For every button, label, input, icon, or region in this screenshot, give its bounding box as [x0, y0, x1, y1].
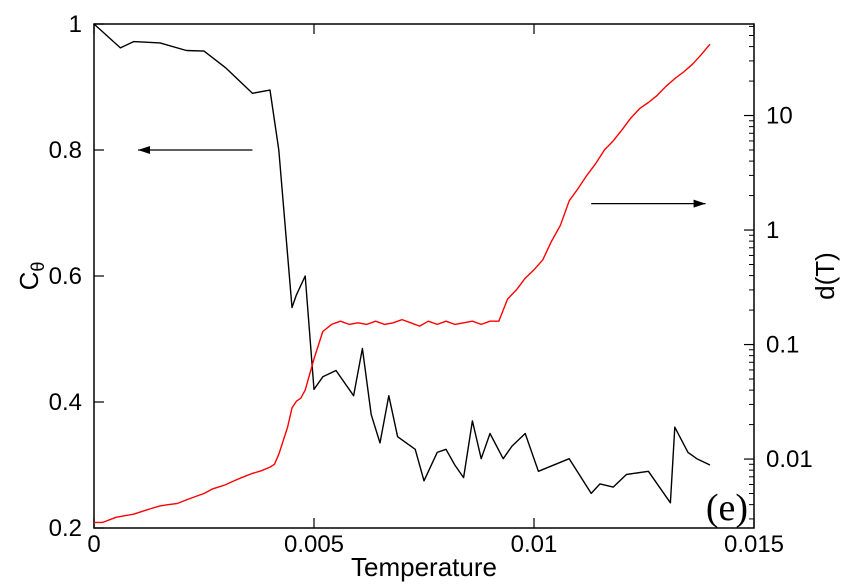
y-left-tick-label: 0.6: [49, 263, 82, 290]
y-left-tick-label: 0.4: [49, 389, 82, 416]
series-layer: [93, 23, 711, 524]
y-left-tick-label: 1: [69, 11, 82, 38]
tick-labels: 0 0.005 0.01 0.015 0.2 0.4 0.6 0.8 1 0.01 0.1 1 10: [49, 11, 813, 558]
y-axis-left-title: Cθ: [14, 262, 48, 291]
y-right-tick-label: 10: [766, 103, 793, 130]
y-right-tick-label: 0.01: [766, 446, 813, 473]
y-axis-left-title-main: C: [14, 272, 44, 291]
y-axis-left-title-subscript: θ: [28, 262, 48, 272]
x-tick-label: 0.015: [724, 531, 784, 558]
x-tick-label: 0.01: [511, 531, 558, 558]
x-tick-label: 0.005: [284, 531, 344, 558]
plot-frame: [93, 23, 755, 529]
annotation-layer: [138, 146, 706, 208]
panel-label: (e): [706, 487, 748, 529]
axis-ticks: [93, 23, 755, 529]
x-tick-label: 0: [87, 531, 100, 558]
y-right-tick-label: 1: [766, 217, 779, 244]
y-left-tick-label: 0.8: [49, 137, 82, 164]
x-axis-title: Temperature: [351, 552, 497, 582]
series-line-left-axis: [93, 23, 711, 504]
y-left-tick-label: 0.2: [49, 515, 82, 542]
series-line-right-axis: [94, 43, 711, 524]
annotation-arrowhead: [693, 199, 706, 208]
y-axis-right-title: d(T): [810, 252, 840, 300]
annotation-arrowhead: [138, 146, 150, 154]
y-right-tick-label: 0.1: [766, 332, 799, 359]
